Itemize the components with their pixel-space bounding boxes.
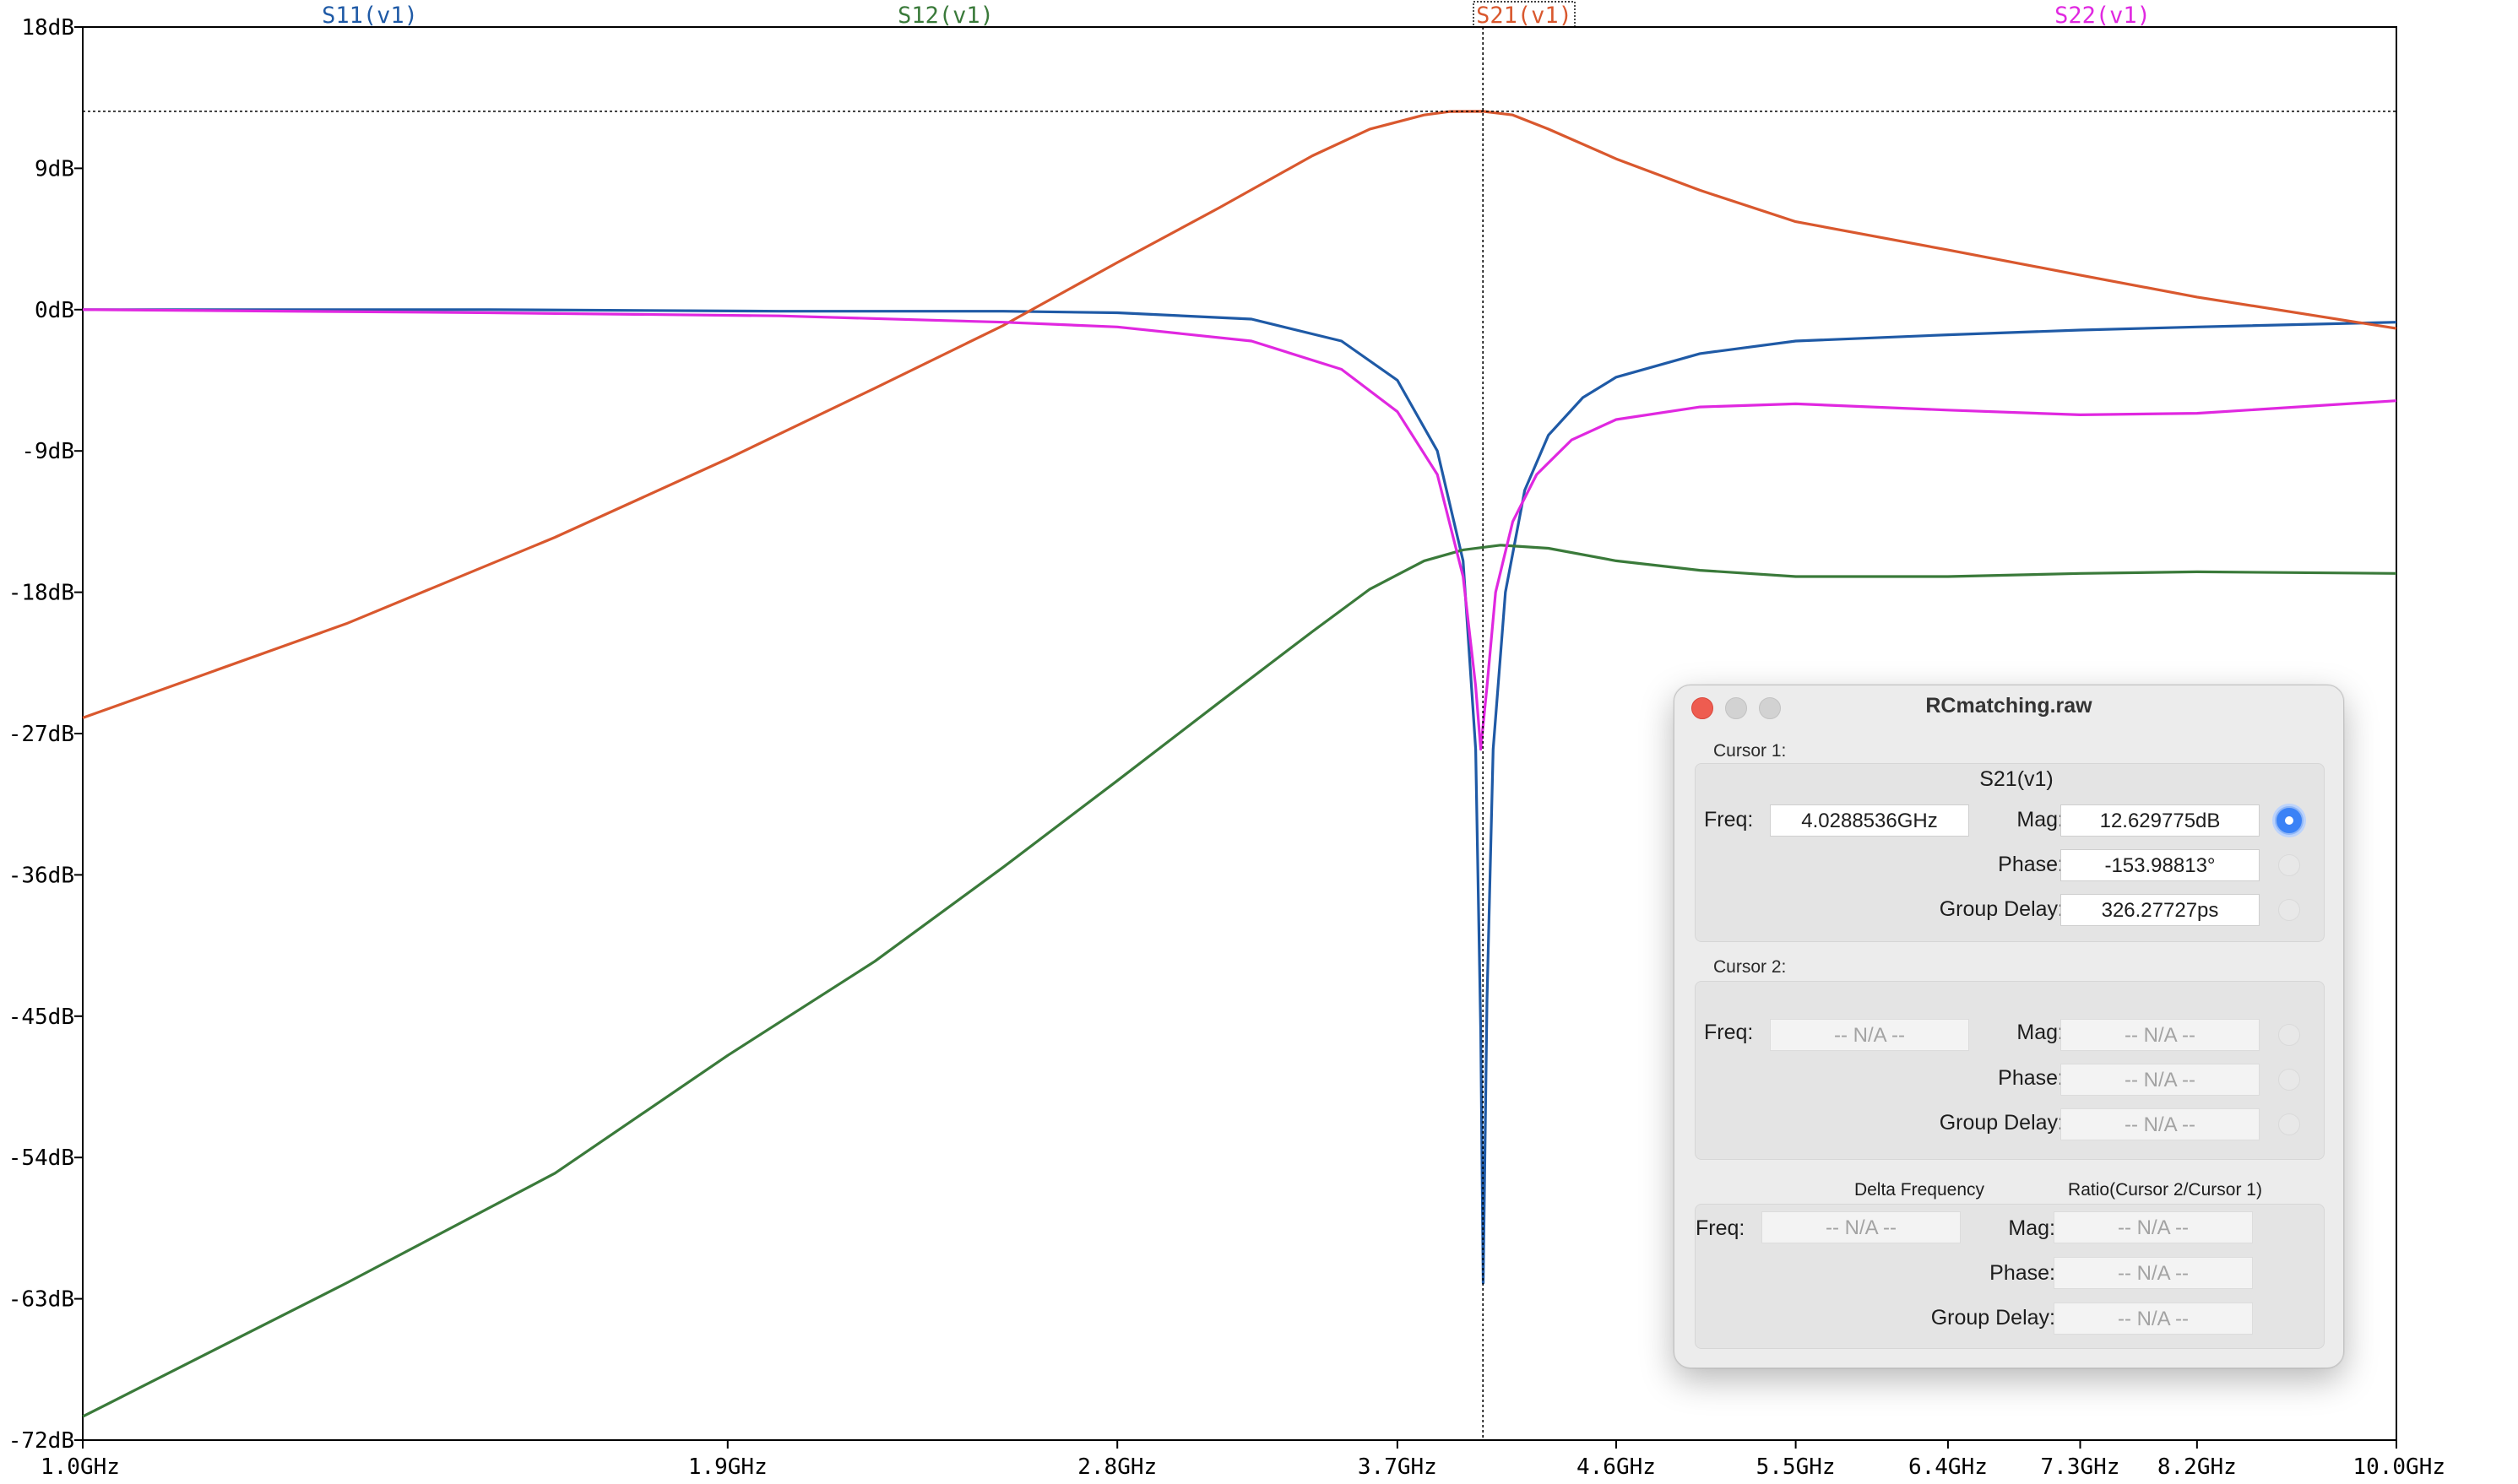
- ratio-mag-label: Mag:: [2008, 1216, 2055, 1240]
- cursor1-group-label: Cursor 1:: [1713, 741, 1787, 761]
- minimize-window-button[interactable]: [1725, 697, 1747, 719]
- x-tick-label: 1.0GHz: [41, 1454, 120, 1480]
- cursor2-mag-radio[interactable]: [2278, 1024, 2300, 1046]
- ratio-label: Ratio(Cursor 2/Cursor 1): [2068, 1180, 2262, 1200]
- y-tick-label: 9dB: [35, 156, 74, 181]
- cursor1-phase-label: Phase:: [1998, 853, 2064, 876]
- cursor2-phase-field[interactable]: -- N/A --: [2060, 1064, 2260, 1096]
- trace-label-s22-v1: S22(v1): [2054, 3, 2151, 29]
- cursor1-mag-radio[interactable]: [2275, 806, 2304, 835]
- x-tick-label: 4.6GHz: [1576, 1454, 1656, 1480]
- ratio-group-delay-field[interactable]: -- N/A --: [2054, 1303, 2253, 1335]
- cursor-crosshair[interactable]: [83, 27, 2396, 1440]
- cursor1-phase-radio[interactable]: [2278, 854, 2300, 876]
- trace-s11-v1: [83, 308, 2397, 1285]
- cursor1-group-delay-field[interactable]: 326.27727ps: [2060, 894, 2260, 926]
- x-tick-label: 5.5GHz: [1756, 1454, 1836, 1480]
- trace-label-s21-v1: S21(v1): [1476, 3, 1572, 29]
- dialog-title: RCmatching.raw: [1925, 694, 2092, 718]
- axis-ticks: 18dB 9dB 0dB -9dB -18dB -27dB -36dB -45dB -54dB -…: [8, 15, 2445, 1480]
- trace-label-s11-v1: S11(v1): [322, 3, 418, 29]
- cursor1-freq-label: Freq:: [1704, 808, 1754, 831]
- cursor2-group-delay-radio[interactable]: [2278, 1113, 2300, 1135]
- cursor2-mag-field[interactable]: -- N/A --: [2060, 1019, 2260, 1051]
- y-tick-label: -27dB: [8, 722, 74, 747]
- cursor1-trace-name: S21(v1): [1979, 767, 2054, 791]
- trace-legend: S11(v1) S12(v1) S21(v1) S22(v1): [322, 1, 2151, 29]
- y-tick-label: -63dB: [8, 1287, 74, 1313]
- x-tick-label: 1.9GHz: [688, 1454, 768, 1480]
- cursor2-group: Freq: -- N/A -- Mag: -- N/A -- Phase: --…: [1695, 981, 2325, 1160]
- x-tick-label: 6.4GHz: [1908, 1454, 1988, 1480]
- cursor2-phase-radio[interactable]: [2278, 1069, 2300, 1091]
- cursor1-group-delay-radio[interactable]: [2278, 899, 2300, 921]
- y-tick-label: -9dB: [21, 439, 74, 464]
- cursor1-group-delay-label: Group Delay:: [1939, 897, 2064, 921]
- x-tick-label: 2.8GHz: [1077, 1454, 1157, 1480]
- cursor2-freq-field[interactable]: -- N/A --: [1770, 1019, 1969, 1051]
- cursor2-mag-label: Mag:: [2016, 1021, 2064, 1044]
- trace-group: [82, 110, 2397, 1418]
- zoom-window-button[interactable]: [1759, 697, 1781, 719]
- x-tick-label: 7.3GHz: [2041, 1454, 2120, 1480]
- y-tick-label: 0dB: [35, 298, 74, 323]
- cursor1-mag-label: Mag:: [2016, 808, 2064, 831]
- x-tick-label: 8.2GHz: [2157, 1454, 2237, 1480]
- active-trace-box: [1473, 1, 1576, 28]
- ratio-group-delay-label: Group Delay:: [1930, 1306, 2055, 1330]
- cursor1-freq-field[interactable]: 4.0288536GHz: [1770, 804, 1969, 837]
- dialog-titlebar[interactable]: RCmatching.raw: [1674, 685, 2343, 733]
- x-tick-label: 3.7GHz: [1358, 1454, 1437, 1480]
- cursor-dialog: RCmatching.raw Cursor 1: S21(v1) Freq: 4…: [1674, 685, 2344, 1368]
- delta-group: Freq: -- N/A -- Mag: -- N/A -- Phase: --…: [1695, 1204, 2325, 1349]
- cursor2-group-delay-field[interactable]: -- N/A --: [2060, 1108, 2260, 1140]
- y-tick-label: -18dB: [8, 581, 74, 606]
- cursor1-phase-field[interactable]: -153.98813°: [2060, 849, 2260, 881]
- cursor1-group: S21(v1) Freq: 4.0288536GHz Mag: 12.62977…: [1695, 763, 2325, 942]
- ratio-mag-field[interactable]: -- N/A --: [2054, 1211, 2253, 1243]
- ratio-phase-field[interactable]: -- N/A --: [2054, 1257, 2253, 1289]
- close-window-button[interactable]: [1691, 697, 1713, 719]
- ratio-phase-label: Phase:: [1989, 1261, 2055, 1285]
- cursor2-phase-label: Phase:: [1998, 1066, 2064, 1090]
- y-tick-label: -72dB: [8, 1428, 74, 1454]
- cursor2-freq-label: Freq:: [1704, 1021, 1754, 1044]
- trace-s22-v1: [82, 308, 2397, 751]
- y-tick-label: -45dB: [8, 1005, 74, 1030]
- y-tick-label: -54dB: [8, 1145, 74, 1171]
- y-tick-label: 18dB: [21, 15, 74, 41]
- y-tick-label: -36dB: [8, 863, 74, 888]
- delta-frequency-label: Delta Frequency: [1853, 1180, 1985, 1200]
- trace-s12-v1: [82, 544, 2397, 1418]
- trace-label-s12-v1: S12(v1): [898, 3, 994, 29]
- delta-freq-label: Freq:: [1696, 1216, 1745, 1240]
- delta-freq-field[interactable]: -- N/A --: [1761, 1211, 1961, 1243]
- cursor2-group-label: Cursor 2:: [1713, 957, 1787, 977]
- trace-s21-v1: [82, 110, 2397, 719]
- cursor1-mag-field[interactable]: 12.629775dB: [2060, 804, 2260, 837]
- x-tick-label: 10.0GHz: [2352, 1454, 2445, 1480]
- cursor2-group-delay-label: Group Delay:: [1939, 1111, 2064, 1135]
